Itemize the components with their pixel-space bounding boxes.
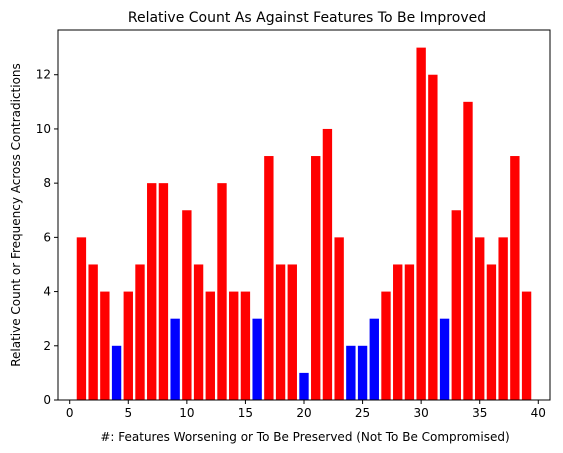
- bar-33: [451, 210, 461, 400]
- bar-12: [205, 291, 215, 400]
- x-axis-ticks: 0 5 10 15 20 25 30 35 40: [66, 400, 546, 420]
- bar-9: [170, 318, 180, 400]
- x-tick-label: 20: [296, 406, 311, 420]
- y-axis-ticks: 0 2 4 6 8 10 12: [36, 68, 58, 407]
- bar-20: [299, 372, 309, 400]
- bar-10: [182, 210, 192, 400]
- bar-4: [111, 345, 122, 400]
- bar-17: [264, 156, 274, 400]
- bar-24: [346, 345, 356, 400]
- bar-39: [521, 291, 532, 400]
- bar-36: [486, 264, 497, 400]
- x-tick-label: 10: [179, 406, 194, 420]
- bar-30: [416, 47, 426, 401]
- bar-22: [322, 128, 333, 400]
- y-tick-label: 4: [43, 285, 51, 299]
- x-tick-label: 15: [238, 406, 253, 420]
- y-tick-label: 6: [43, 230, 51, 244]
- bar-18: [275, 264, 286, 400]
- x-tick-label: 25: [355, 406, 370, 420]
- bar-13: [217, 183, 227, 400]
- y-tick-label: 2: [43, 339, 51, 353]
- bar-21: [311, 156, 321, 400]
- bar-26: [369, 318, 379, 400]
- bar-14: [229, 291, 239, 400]
- bar-38: [510, 156, 520, 400]
- x-tick-label: 0: [66, 406, 74, 420]
- bar-11: [193, 264, 204, 400]
- bar-6: [135, 264, 145, 400]
- bar-25: [357, 345, 368, 400]
- bar-28: [393, 264, 403, 400]
- y-tick-label: 8: [43, 176, 51, 190]
- x-tick-label: 40: [531, 406, 546, 420]
- x-tick-label: 5: [124, 406, 132, 420]
- bar-16: [252, 318, 262, 400]
- x-tick-label: 30: [414, 406, 429, 420]
- y-tick-label: 0: [43, 393, 51, 407]
- bar-27: [381, 291, 391, 400]
- bar-19: [287, 264, 297, 400]
- y-tick-label: 12: [36, 68, 51, 82]
- x-axis-label: #: Features Worsening or To Be Preserved…: [100, 430, 509, 444]
- chart-title: Relative Count As Against Features To Be…: [128, 10, 486, 26]
- y-axis-label: Relative Count or Frequency Across Contr…: [9, 63, 23, 367]
- bars-group: [76, 47, 532, 401]
- bar-1: [76, 237, 87, 400]
- bar-29: [404, 264, 415, 400]
- bar-37: [498, 237, 508, 400]
- bar-31: [428, 74, 438, 400]
- bar-34: [463, 101, 473, 400]
- x-tick-label: 35: [472, 406, 487, 420]
- bar-23: [334, 237, 344, 400]
- bar-7: [147, 183, 157, 400]
- bar-2: [88, 264, 98, 400]
- bar-15: [240, 291, 251, 400]
- bar-5: [123, 291, 133, 400]
- y-tick-label: 10: [36, 122, 51, 136]
- bar-3: [100, 291, 110, 400]
- bar-35: [475, 237, 485, 400]
- bar-8: [158, 183, 169, 400]
- bar-32: [439, 318, 450, 400]
